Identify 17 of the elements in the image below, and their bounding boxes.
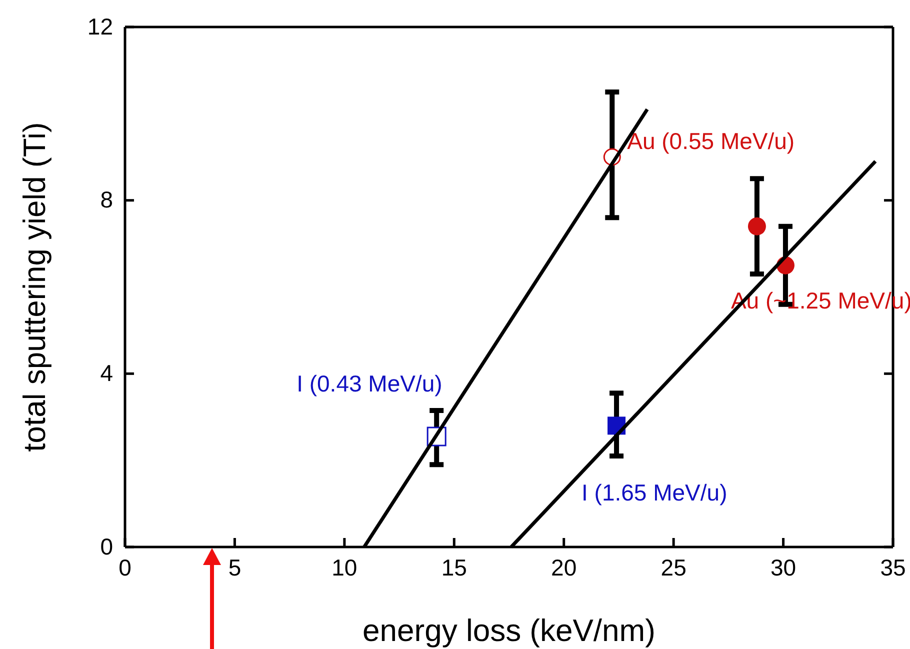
x-tick-label: 20 [551, 554, 577, 580]
x-tick-label: 30 [770, 554, 796, 580]
series-label: Au (0.55 MeV/u) [627, 128, 795, 154]
x-tick-label: 10 [332, 554, 358, 580]
x-tick-label: 0 [118, 554, 132, 580]
x-tick-label: 35 [880, 554, 906, 580]
series-label: I (0.43 MeV/u) [296, 370, 442, 396]
y-axis-title: total sputtering yield (Ti) [17, 122, 52, 452]
x-tick-label: 5 [228, 554, 242, 580]
x-tick-label: 25 [660, 554, 686, 580]
y-tick-label: 4 [100, 360, 114, 386]
text: I (1.65 MeV/u) [582, 480, 728, 506]
y-tick-label: 0 [100, 533, 113, 560]
y-tick-label: 8 [100, 186, 113, 213]
x-axis-title: energy loss (keV/nm) [362, 613, 656, 648]
y-tick-label: 12 [87, 13, 113, 40]
x-tick-label: 15 [441, 554, 467, 580]
